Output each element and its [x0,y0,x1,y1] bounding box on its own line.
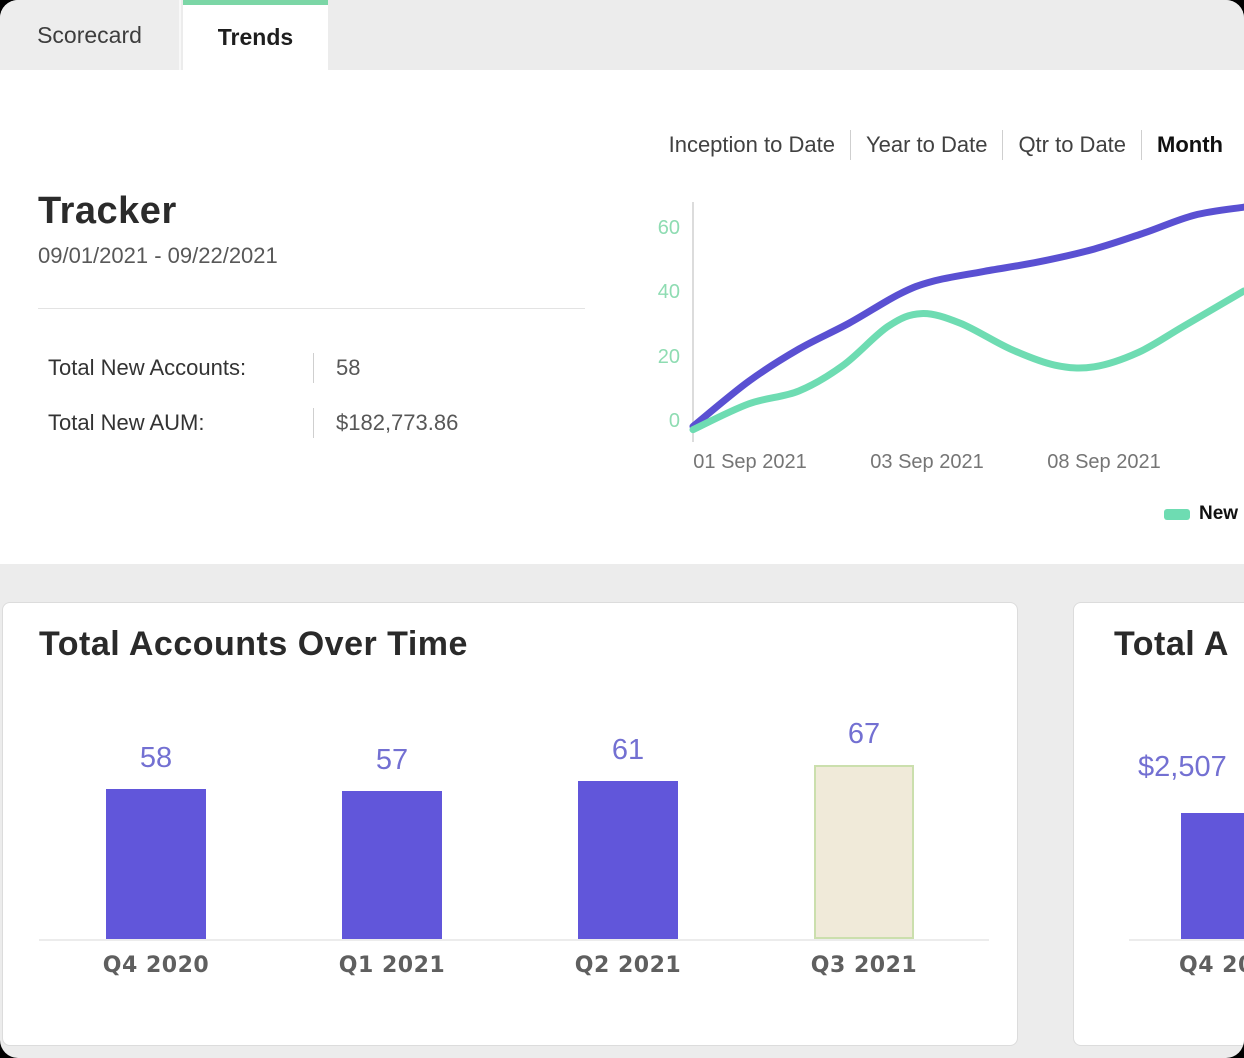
bar-value-label: $2,507 [1138,751,1227,783]
tab-trends-label: Trends [217,24,294,50]
tab-trends[interactable]: Trends [183,0,328,70]
bar-value-label: 61 [611,734,645,766]
y-tick-60: 60 [658,217,680,239]
legend-swatch-green [1164,508,1190,520]
bar-value-label: 57 [375,744,409,776]
legend-label: New [1199,503,1239,524]
bar-chart-baseline [1129,939,1244,941]
line-series-group [689,203,1244,434]
y-tick-0: 0 [669,410,680,432]
tab-scorecard[interactable]: Scorecard [0,0,181,70]
divider [38,308,585,309]
tab-bar: Scorecard Trends [0,0,1244,70]
period-qtr-to-date[interactable]: Qtr to Date [1002,130,1141,160]
period-selector: Inception to Date Year to Date Qtr to Da… [654,130,1238,160]
stat-total-new-aum: Total New AUM: $182,773.86 [48,406,588,440]
chart-legend: New [1164,503,1238,525]
line-series-purple [689,203,1244,430]
stat-label: Total New AUM: [48,410,205,435]
stat-total-new-accounts: Total New Accounts: 58 [48,351,588,385]
period-month[interactable]: Month [1141,130,1238,160]
x-tick-03-sep: 03 Sep 2021 [870,451,983,473]
tracker-title: Tracker [38,190,177,232]
line-series-New [689,287,1244,434]
bar-chart-baseline [39,939,989,941]
total-aum-over-time-card: Total A $2,507 Q4 20 [1073,602,1244,1046]
stat-separator [313,408,314,438]
bar-category-label: Q4 2020 [102,953,210,978]
period-inception-to-date[interactable]: Inception to Date [668,132,835,157]
period-year-to-date[interactable]: Year to Date [849,130,1003,160]
stat-value: 58 [336,355,361,380]
bar-category-label: Q2 2021 [574,953,682,978]
bar-q4 [1181,813,1244,939]
tracker-date-range: 09/01/2021 - 09/22/2021 [38,243,278,268]
total-accounts-over-time-card: Total Accounts Over Time 58 Q4 2020 57 Q1 2… [2,602,1018,1046]
x-tick-08-sep: 08 Sep 2021 [1047,451,1160,473]
y-tick-40: 40 [658,281,680,303]
bar-category-label: Q4 20 [1179,953,1244,978]
bar-q4-2020 [106,789,206,939]
card-title: Total Accounts Over Time [39,625,468,663]
bar-category-label: Q1 2021 [338,953,446,978]
bar-q1-2021 [342,791,442,939]
bar-q2-2021 [578,781,678,939]
stat-separator [313,353,314,383]
tab-scorecard-label: Scorecard [37,21,142,48]
x-tick-01-sep: 01 Sep 2021 [693,451,806,473]
new-accounts-line-chart: 60 40 20 0 01 Sep 2021 03 Sep 2021 08 Se… [658,202,1244,473]
bar-value-label: 58 [139,742,173,774]
bar-value-label: 67 [847,718,881,750]
bar-q3-2021 [814,765,914,939]
bar-category-label: Q3 2021 [810,953,918,978]
y-tick-20: 20 [658,346,680,368]
stat-label: Total New Accounts: [48,355,247,380]
tracker-panel: Tracker 09/01/2021 - 09/22/2021 Total Ne… [0,70,1244,564]
stat-value: $182,773.86 [336,410,459,435]
card-title: Total A [1114,625,1229,663]
